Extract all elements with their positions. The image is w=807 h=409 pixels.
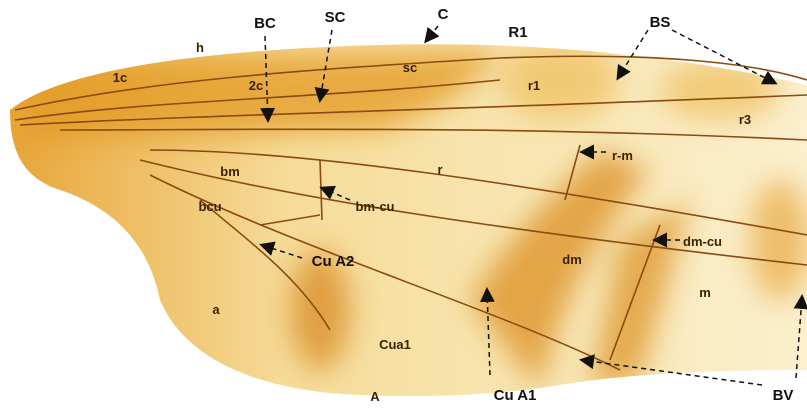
label: SC — [325, 9, 346, 26]
label: r-m — [612, 148, 633, 163]
label: bcu — [198, 199, 221, 214]
label: BV — [773, 387, 794, 404]
label: A — [370, 389, 380, 404]
label: r3 — [739, 112, 751, 127]
label: sc — [403, 60, 417, 75]
label: h — [196, 40, 204, 55]
label: bm-cu — [356, 199, 395, 214]
wing — [10, 44, 807, 397]
label: Cu A2 — [312, 253, 355, 270]
arrows — [259, 25, 807, 386]
label: r — [437, 162, 442, 177]
label: BC — [254, 15, 276, 32]
label: BS — [650, 14, 671, 31]
label: R1 — [508, 24, 527, 41]
label: dm — [562, 252, 582, 267]
label: 2c — [249, 78, 263, 93]
label: m — [699, 285, 711, 300]
label: a — [212, 302, 220, 317]
label: bm — [220, 164, 240, 179]
labels: BC SC C R1 BS h 1c 2c sc r1 r3 r-m bm r … — [113, 6, 794, 404]
label: C — [438, 6, 449, 23]
label: dm-cu — [683, 234, 722, 249]
label: Cu A1 — [494, 387, 537, 404]
label: Cua1 — [379, 337, 411, 352]
label: r1 — [528, 78, 540, 93]
label: 1c — [113, 70, 127, 85]
